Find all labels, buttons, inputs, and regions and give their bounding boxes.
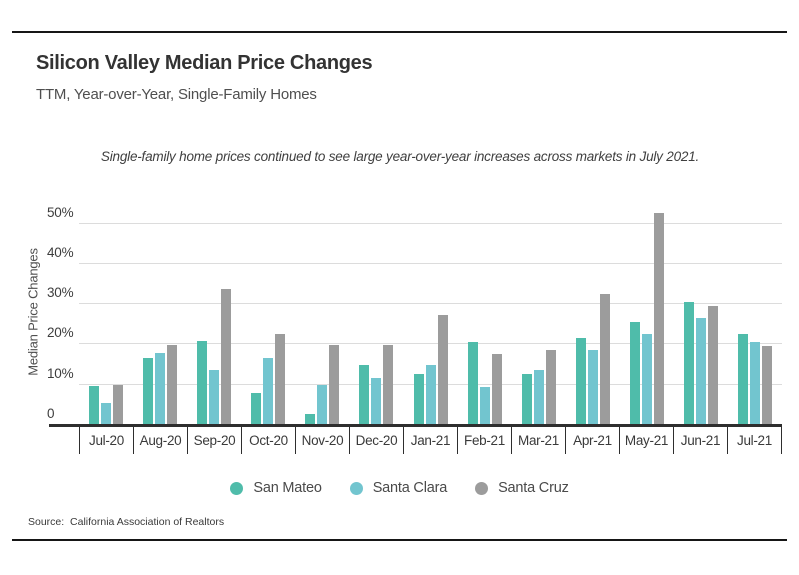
y-tick-label-50%: 50% [47,204,74,220]
bar-santa-clara-may-21 [641,333,652,425]
bar-san-mateo-oct-20 [251,393,262,425]
y-tick-label-10%: 10% [47,365,74,381]
bar-group-mar-21 [512,195,566,425]
bar-groups [79,195,782,425]
bar-group-feb-21 [458,195,512,425]
bar-santa-cruz-feb-21 [491,353,502,425]
legend-swatch-icon [230,481,244,495]
bar-santa-cruz-apr-21 [599,293,610,425]
bar-group-sep-20 [187,195,241,425]
bar-group-aug-20 [133,195,187,425]
bar-santa-cruz-sep-20 [221,289,232,425]
x-tick-label-feb-21: Feb-21 [458,427,512,454]
bar-santa-clara-aug-20 [155,353,166,425]
bar-san-mateo-mar-21 [521,373,532,425]
bar-santa-cruz-jun-21 [707,305,718,425]
chart-title: Silicon Valley Median Price Changes [36,52,373,74]
bar-santa-cruz-may-21 [653,213,664,425]
bar-santa-clara-nov-20 [317,385,328,425]
gridline-40 [79,262,782,264]
y-tick-label-30%: 30% [47,285,74,301]
bar-san-mateo-dec-20 [359,364,370,425]
y-axis-tick-labels: 0 10% 20% 30% 40% 50% [47,195,77,425]
bar-san-mateo-jan-21 [413,373,424,425]
plot-area [79,195,782,425]
chart-subtitle: TTM, Year-over-Year, Single-Family Homes [36,86,317,103]
bar-san-mateo-apr-21 [575,338,586,425]
legend-swatch-icon [475,481,489,495]
bar-santa-cruz-jul-21 [761,346,772,425]
bar-san-mateo-may-21 [629,321,640,425]
x-tick-label-aug-20: Aug-20 [134,427,188,454]
x-tick-label-mar-21: Mar-21 [512,427,566,454]
bar-santa-cruz-jan-21 [437,314,448,425]
bar-san-mateo-jul-20 [89,385,100,425]
bar-group-jul-20 [79,195,133,425]
source-note: Source: California Association of Realto… [28,516,225,528]
bar-group-dec-20 [349,195,403,425]
x-tick-label-may-21: May-21 [620,427,674,454]
legend-item-san-mateo: San Mateo [230,480,322,496]
bar-santa-clara-feb-21 [479,386,490,425]
bar-san-mateo-jul-21 [737,333,748,425]
gridline-50 [79,222,782,224]
legend-label: San Mateo [253,480,322,496]
bar-santa-cruz-dec-20 [383,344,394,425]
x-tick-label-apr-21: Apr-21 [566,427,620,454]
bar-santa-cruz-oct-20 [275,333,286,425]
x-tick-label-sep-20: Sep-20 [188,427,242,454]
bar-santa-clara-apr-21 [587,350,598,425]
bar-santa-clara-jun-21 [695,318,706,425]
x-tick-label-jan-21: Jan-21 [404,427,458,454]
x-tick-label-oct-20: Oct-20 [242,427,296,454]
bar-santa-clara-jan-21 [425,365,436,425]
bar-san-mateo-nov-20 [305,414,316,425]
y-tick-label-40%: 40% [47,244,74,260]
bar-santa-cruz-aug-20 [167,344,178,425]
y-tick-label-20%: 20% [47,325,74,341]
bar-santa-clara-jul-20 [101,402,112,425]
x-tick-label-dec-20: Dec-20 [350,427,404,454]
bar-group-may-21 [620,195,674,425]
bar-santa-cruz-mar-21 [545,349,556,425]
bar-santa-clara-sep-20 [209,370,220,425]
bar-santa-clara-mar-21 [533,369,544,425]
legend-swatch-icon [349,481,363,495]
gridline-20 [79,343,782,345]
y-axis-title: Median Price Changes [25,248,41,376]
bar-group-nov-20 [295,195,349,425]
bar-group-oct-20 [241,195,295,425]
bottom-divider [12,539,787,541]
x-tick-label-jul-21: Jul-21 [728,427,782,454]
x-tick-label-jul-20: Jul-20 [79,427,134,454]
x-tick-label-nov-20: Nov-20 [296,427,350,454]
bar-san-mateo-sep-20 [197,341,208,425]
bar-san-mateo-aug-20 [143,357,154,425]
bar-san-mateo-feb-21 [467,342,478,425]
x-axis-line [49,424,782,427]
legend-label: Santa Clara [372,480,448,496]
y-tick-label-0: 0 [47,406,55,421]
annotation-text: Single-family home prices continued to s… [100,149,700,164]
bar-santa-clara-dec-20 [371,377,382,425]
bar-group-jul-21 [728,195,782,425]
bar-santa-clara-oct-20 [263,357,274,425]
bar-san-mateo-jun-21 [683,301,694,425]
bar-group-jun-21 [674,195,728,425]
x-axis-labels: Jul-20 Aug-20 Sep-20 Oct-20 Nov-20 Dec-20 Jan-… [79,427,782,454]
top-divider [12,31,787,33]
bar-santa-clara-jul-21 [749,341,760,425]
x-tick-label-jun-21: Jun-21 [674,427,728,454]
bar-santa-cruz-jul-20 [113,385,124,425]
bar-group-apr-21 [566,195,620,425]
legend-item-santa-clara: Santa Clara [349,480,448,496]
legend-item-santa-cruz: Santa Cruz [475,480,569,496]
bar-group-jan-21 [403,195,457,425]
legend-label: Santa Cruz [498,480,569,496]
legend: San Mateo Santa Clara Santa Cruz [0,480,799,496]
gridline-30 [79,303,782,305]
bar-santa-cruz-nov-20 [329,344,340,425]
